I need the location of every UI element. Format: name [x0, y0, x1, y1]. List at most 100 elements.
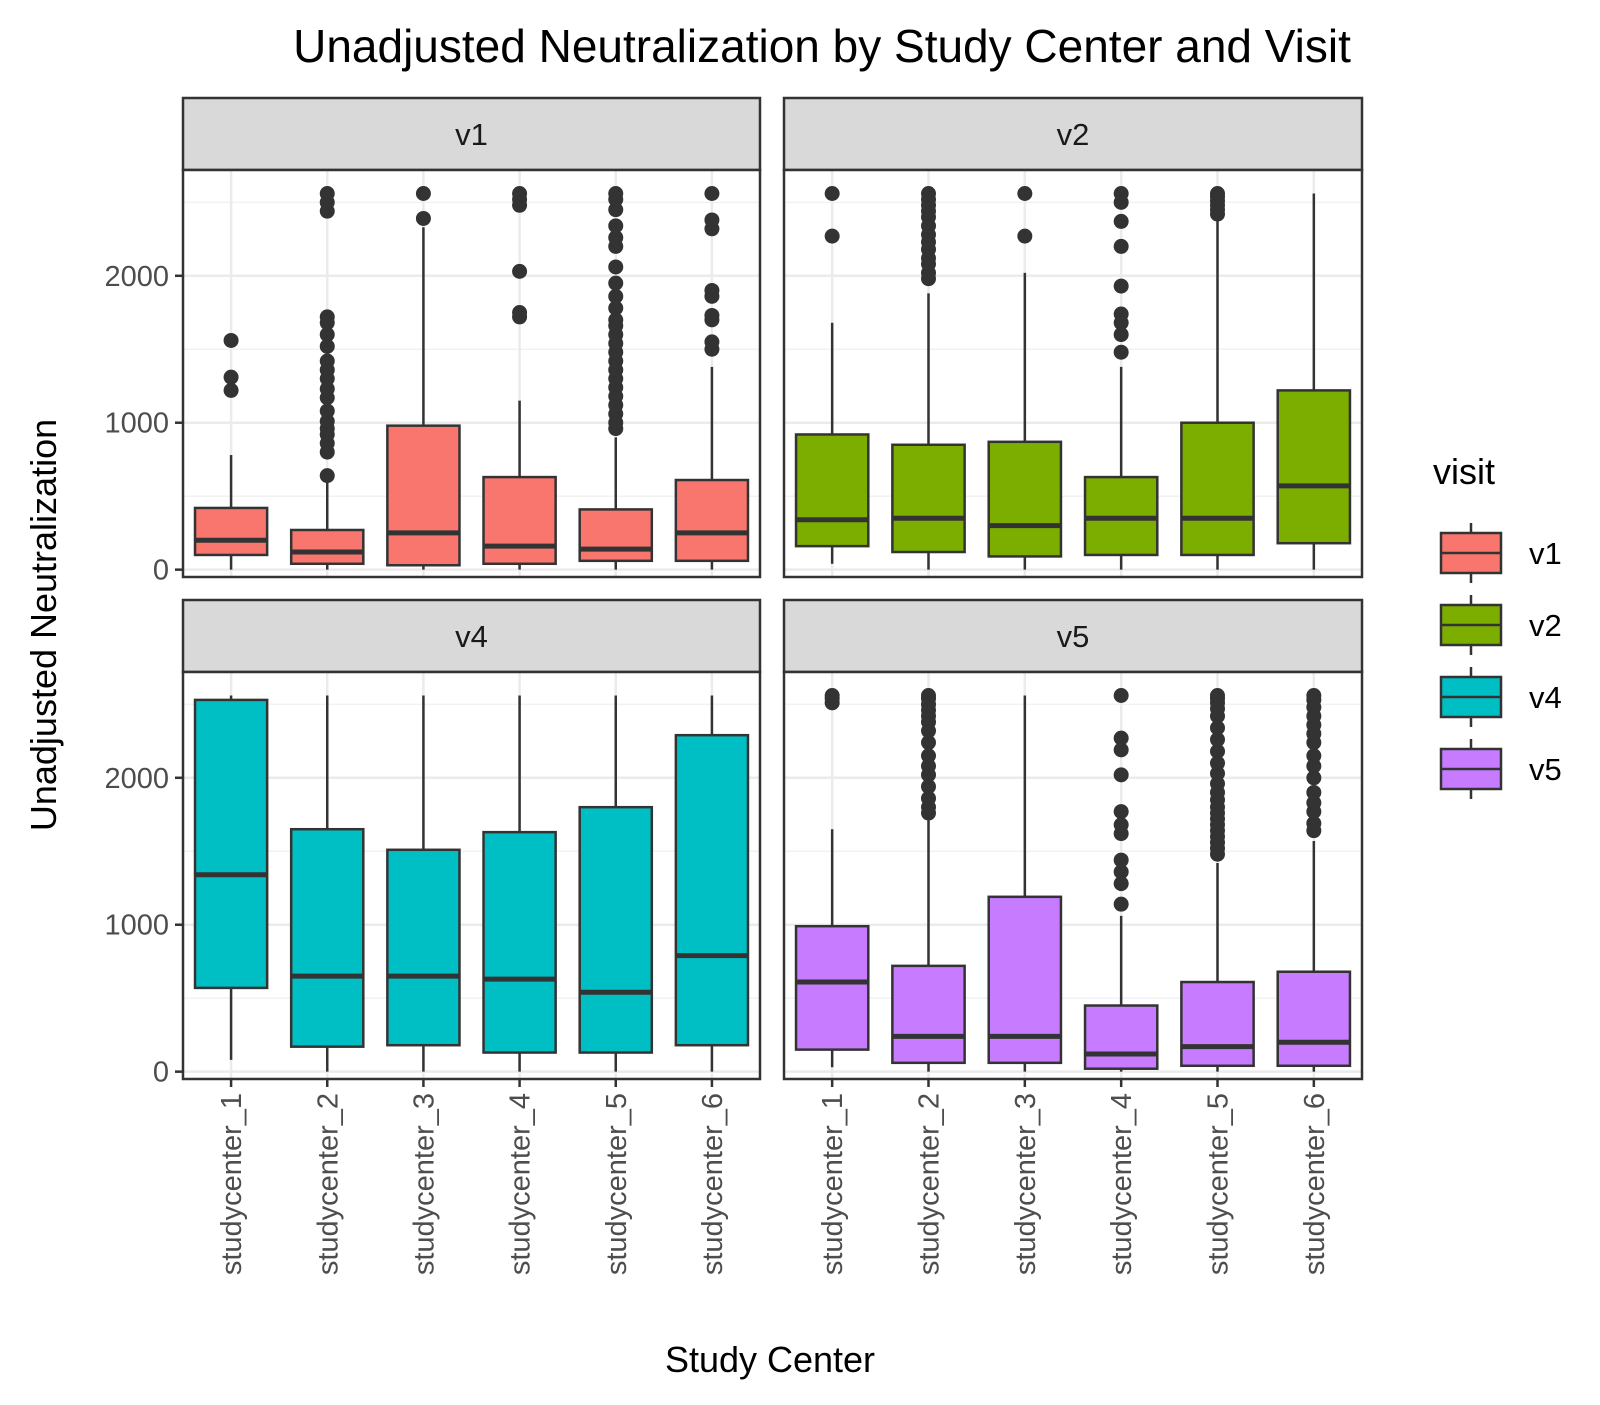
facet-panel-v2: v2 [782, 96, 1364, 579]
box-body [794, 433, 870, 548]
box-studycenter_4 [1083, 186, 1159, 570]
box-studycenter_3 [386, 186, 461, 570]
outlier-point [1210, 755, 1225, 771]
outlier-point [1113, 688, 1129, 704]
outlier-point [1210, 776, 1225, 792]
outlier-point [608, 275, 624, 291]
legend-label: v1 [1529, 536, 1562, 571]
outlier-point [1113, 742, 1129, 758]
outlier-point [1017, 186, 1033, 202]
outlier-point [1210, 720, 1225, 736]
facet-strip [782, 598, 1364, 674]
box-studycenter_6 [1276, 688, 1352, 1072]
outlier-point [319, 327, 335, 343]
outlier-point [1210, 688, 1225, 704]
legend-entry-v1: v1 [1439, 523, 1562, 583]
box-body [193, 698, 269, 990]
outlier-point [512, 186, 528, 202]
chart-title: Unadjusted Neutralization by Study Cente… [293, 20, 1351, 72]
outlier-point [1113, 864, 1129, 880]
box-studycenter_3 [987, 186, 1063, 570]
outlier-point [1113, 852, 1129, 868]
outlier-point [1113, 306, 1129, 322]
outlier-point [1306, 758, 1322, 774]
outlier-point [921, 688, 936, 704]
outlier-point [1210, 732, 1225, 748]
box-studycenter_3 [987, 695, 1063, 1072]
outlier-point [1113, 876, 1129, 892]
box-studycenter_5 [578, 186, 654, 570]
outlier-point [608, 218, 624, 234]
outlier-point [319, 403, 335, 419]
x-tick-label: studycenter_5 [601, 1093, 633, 1275]
facet-panel-v4: v4 0 1000 2000 studycenter_1 studycenter_2 stu… [104, 598, 762, 1275]
outlier-point [1113, 327, 1129, 343]
box-body [794, 924, 870, 1051]
outlier-point [1113, 238, 1129, 254]
outlier-point [608, 288, 624, 304]
box-studycenter_6 [674, 695, 750, 1072]
box-studycenter_2 [289, 695, 365, 1072]
legend-entry-v5: v5 [1439, 739, 1562, 799]
box-body [482, 830, 557, 1054]
box-body [1180, 980, 1255, 1068]
panel-background [784, 672, 1362, 1079]
outlier-point [824, 228, 840, 244]
facet-strip [181, 96, 762, 172]
y-axis-label: Unadjusted Neutralization [23, 419, 64, 831]
panel-border [181, 670, 762, 1081]
outlier-point [921, 735, 936, 751]
outlier-point [1017, 228, 1033, 244]
box-studycenter_4 [482, 186, 557, 570]
box-studycenter_6 [1276, 193, 1352, 570]
outlier-point [319, 413, 335, 429]
outlier-point [704, 186, 720, 202]
outlier-point [223, 369, 239, 385]
outlier-point [319, 381, 335, 397]
outlier-point [1210, 765, 1225, 781]
box-body [578, 805, 654, 1054]
box-body [987, 440, 1063, 558]
box-body [386, 424, 461, 567]
box-studycenter_1 [193, 332, 269, 570]
y-tick-label: 0 [153, 555, 169, 587]
outlier-point [319, 309, 335, 325]
box-studycenter_3 [386, 695, 461, 1072]
y-tick-label: 1000 [104, 910, 169, 942]
outlier-point [704, 282, 720, 298]
x-tick-label: studycenter_6 [1299, 1093, 1331, 1275]
facet-strip-label: v4 [455, 619, 488, 654]
x-tick-label: studycenter_2 [914, 1093, 946, 1275]
box-body [482, 475, 557, 566]
legend-label: v5 [1529, 752, 1562, 787]
x-tick-label: studycenter_4 [505, 1093, 537, 1275]
box-body [891, 443, 966, 554]
legend-label: v2 [1529, 608, 1562, 643]
box-studycenter_6 [674, 186, 750, 570]
outlier-point [512, 263, 528, 279]
outlier-point [1113, 817, 1129, 833]
panel-background [183, 170, 760, 577]
outlier-point [608, 312, 624, 328]
box-studycenter_5 [1180, 186, 1255, 570]
outlier-point [1113, 186, 1129, 202]
x-tick-label: studycenter_4 [1106, 1093, 1138, 1275]
box-body [674, 733, 750, 1047]
y-tick-label: 0 [153, 1057, 169, 1089]
panel-border [782, 670, 1364, 1081]
box-body [289, 827, 365, 1048]
box-body [578, 508, 654, 563]
outlier-point [704, 334, 720, 350]
facet-strip [782, 96, 1364, 172]
outlier-point [921, 790, 936, 806]
facet-panels: v1 0 1000 2000 v2 v4 0 1000 2000 studycenter_1 stu… [104, 96, 1364, 1275]
outlier-point [319, 468, 335, 484]
outlier-point [223, 332, 239, 348]
outlier-point [1113, 278, 1129, 294]
outlier-point [319, 186, 335, 202]
outlier-point [1210, 743, 1225, 759]
legend: v1 v2 v4 v5 [1439, 523, 1562, 799]
outlier-point [1113, 730, 1129, 746]
